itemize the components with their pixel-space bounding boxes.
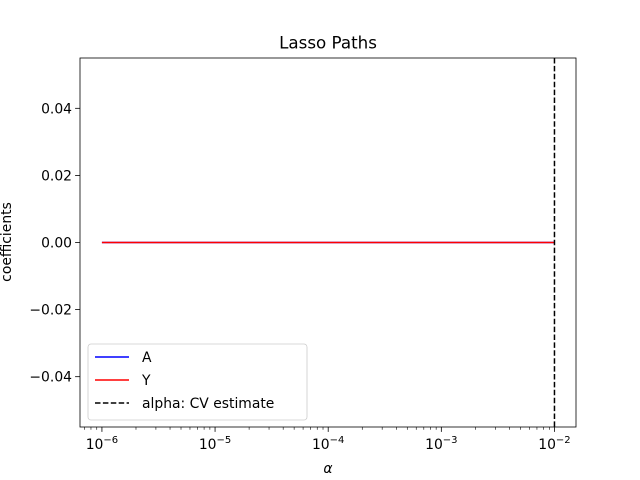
x-tick-label: 10−5 bbox=[199, 435, 231, 453]
y-axis-label: coefficients bbox=[0, 202, 15, 282]
x-tick-label: 10−6 bbox=[86, 435, 118, 453]
legend-box bbox=[87, 343, 308, 421]
plot-area bbox=[101, 58, 556, 427]
chart-title: Lasso Paths bbox=[279, 33, 377, 53]
x-tick-label: 10−4 bbox=[312, 435, 344, 453]
y-tick-label: 0.02 bbox=[41, 168, 72, 184]
legend-label: Y bbox=[141, 373, 151, 389]
legend-label: A bbox=[142, 350, 152, 366]
y-tick-label: −0.04 bbox=[29, 370, 72, 386]
legend-label: alpha: CV estimate bbox=[142, 396, 274, 412]
axis-ticks: 10−6 10−5 10−4 10−3 10−2 0.04 0.02 0.00 −0.02 −0.… bbox=[29, 57, 577, 453]
x-axis-label: α bbox=[323, 461, 332, 477]
y-tick-label: −0.02 bbox=[29, 303, 72, 319]
y-tick-label: 0.00 bbox=[41, 236, 72, 252]
x-tick-label: 10−3 bbox=[425, 435, 457, 453]
y-tick-label: 0.04 bbox=[41, 101, 72, 117]
x-tick-label: 10−2 bbox=[538, 435, 570, 453]
